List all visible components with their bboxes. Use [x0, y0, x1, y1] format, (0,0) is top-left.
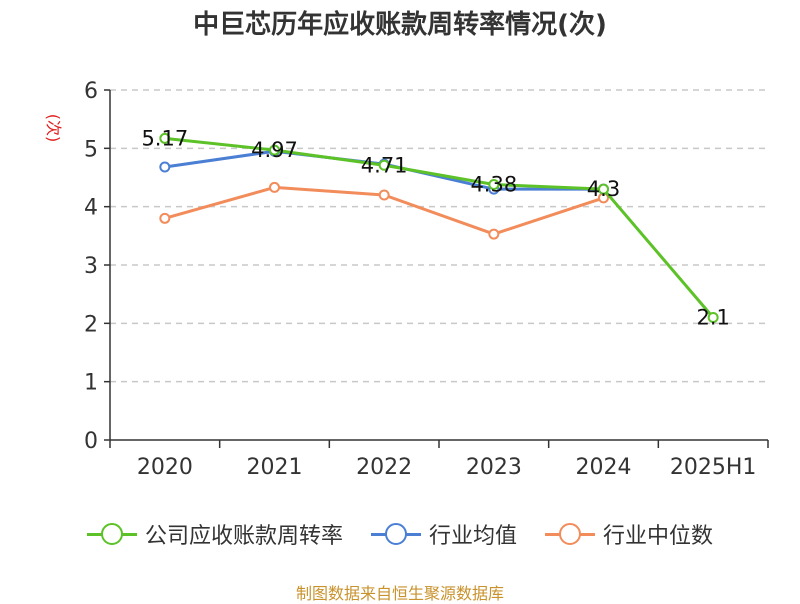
grid-layer [110, 89, 768, 383]
data-point [488, 228, 500, 240]
data-point [378, 189, 390, 201]
legend-item-company[interactable]: 公司应收账款周转率 [86, 518, 343, 550]
data-label: 2.1 [696, 306, 729, 330]
data-point [488, 179, 500, 190]
legend-swatch [86, 523, 137, 545]
x-tick-label: 2022 [356, 455, 412, 480]
legend: 公司应收账款周转率 行业均值 行业中位数 [0, 518, 800, 550]
data-label: 5.17 [141, 126, 188, 150]
data-point [707, 312, 719, 323]
legend-swatch [370, 523, 421, 545]
y-tick-label: 5 [84, 137, 98, 162]
data-point [159, 161, 171, 173]
chart-title: 中巨芯历年应收账款周转率情况(次) [193, 10, 607, 40]
legend-swatch [545, 523, 595, 545]
y-tick-label: 6 [84, 79, 98, 104]
data-point [378, 159, 390, 171]
y-axis-label: (次) [44, 114, 63, 143]
data-label: 4.97 [251, 138, 298, 162]
x-tick-label: 2023 [466, 455, 522, 480]
legend-label: 公司应收账款周转率 [144, 524, 343, 549]
data-label: 4.3 [587, 177, 620, 201]
legend-item-industry-median[interactable]: 行业中位数 [545, 518, 713, 550]
data-label: 4.71 [361, 153, 408, 177]
series-line [164, 136, 715, 319]
legend-label: 行业均值 [428, 524, 517, 549]
legend-item-industry-mean[interactable]: 行业均值 [370, 518, 517, 550]
data-label-layer: 5.17 4.97 4.71 4.38 4.3 2.1 [141, 126, 729, 329]
legend-label: 行业中位数 [603, 524, 714, 549]
x-tick-label: 2021 [247, 455, 303, 480]
data-point [269, 144, 280, 156]
y-tick-label: 2 [84, 312, 98, 337]
x-tick-label: 2025H1 [670, 455, 757, 480]
data-point [598, 183, 609, 195]
y-tick-label: 0 [84, 429, 98, 454]
axis-layer: 0 1 2 3 4 5 6 2020 2021 2022 2023 2024 2025H1 [84, 79, 769, 480]
series-layer [159, 132, 719, 323]
x-tick-label: 2020 [137, 455, 193, 480]
data-point [159, 212, 171, 224]
data-point [159, 132, 171, 144]
y-tick-label: 1 [84, 371, 98, 396]
data-label: 4.38 [470, 173, 517, 197]
data-point [269, 181, 280, 193]
y-tick-label: 4 [84, 196, 98, 221]
x-tick-label: 2024 [576, 455, 632, 480]
y-tick-label: 3 [84, 254, 98, 279]
data-source-note: 制图数据来自恒生聚源数据库 [295, 584, 504, 603]
